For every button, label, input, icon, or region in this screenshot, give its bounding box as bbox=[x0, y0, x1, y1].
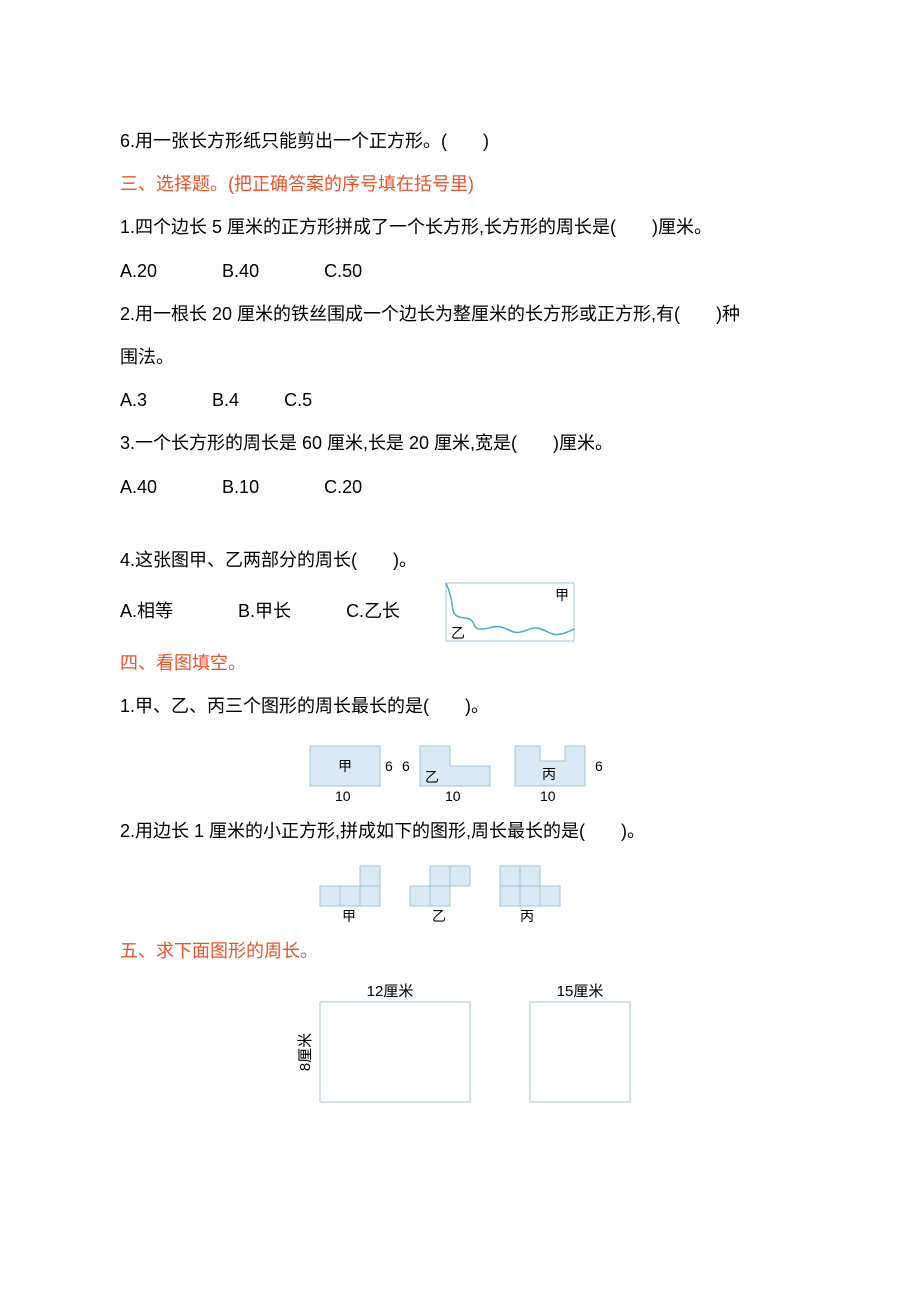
question-3-1: 1.四个边长 5 厘米的正方形拼成了一个长方形,长方形的周长是( )厘米。 bbox=[120, 206, 800, 249]
fig42-yi: 乙 bbox=[432, 909, 446, 925]
label-12cm: 12厘米 bbox=[367, 983, 414, 1000]
option-3-2-b: B.4 bbox=[212, 379, 239, 422]
options-3-4: A.相等 B.甲长 C.乙长 bbox=[120, 590, 410, 633]
fig41-bing: 丙 bbox=[542, 768, 556, 783]
question-3-2-line1: 2.用一根长 20 厘米的铁丝围成一个边长为整厘米的长方形或正方形,有( )种 bbox=[120, 293, 800, 336]
option-3-2-a: A.3 bbox=[120, 379, 147, 422]
question-3-4: 4.这张图甲、乙两部分的周长( )。 bbox=[120, 539, 800, 582]
fig41-10b: 10 bbox=[445, 788, 461, 804]
fig42-bing: 丙 bbox=[520, 910, 534, 925]
label-8cm: 8厘米 bbox=[297, 1032, 314, 1070]
question-4-2: 2.用边长 1 厘米的小正方形,拼成如下的图形,周长最长的是( )。 bbox=[120, 810, 800, 853]
label-15cm: 15厘米 bbox=[557, 983, 604, 1000]
label-yi: 乙 bbox=[451, 626, 465, 642]
option-3-4-b: B.甲长 bbox=[238, 590, 291, 633]
options-3-2: A.3 B.4 C.5 bbox=[120, 379, 800, 422]
option-3-1-a: A.20 bbox=[120, 250, 157, 293]
fig41-10c: 10 bbox=[540, 788, 556, 804]
option-3-3-c: C.20 bbox=[324, 466, 362, 509]
option-3-3-a: A.40 bbox=[120, 466, 157, 509]
options-3-3: A.40 B.10 C.20 bbox=[120, 466, 800, 509]
question-2-6: 6.用一张长方形纸只能剪出一个正方形。( ) bbox=[120, 120, 800, 163]
question-3-3: 3.一个长方形的周长是 60 厘米,长是 20 厘米,宽是( )厘米。 bbox=[120, 422, 800, 465]
figure-4-1: 甲 6 10 6 乙 10 丙 6 10 bbox=[120, 736, 800, 806]
question-4-1: 1.甲、乙、丙三个图形的周长最长的是( )。 bbox=[120, 685, 800, 728]
fig41-yi: 乙 bbox=[425, 770, 439, 786]
fig41-6c: 6 bbox=[595, 758, 603, 774]
section-3-title: 三、选择题。(把正确答案的序号填在括号里) bbox=[120, 163, 800, 206]
option-3-2-c: C.5 bbox=[284, 379, 312, 422]
fig41-6b: 6 bbox=[402, 758, 410, 774]
label-jia: 甲 bbox=[555, 589, 569, 604]
option-3-3-b: B.10 bbox=[222, 466, 259, 509]
option-3-1-b: B.40 bbox=[222, 250, 259, 293]
figure-4-2: 甲 乙 丙 bbox=[120, 861, 800, 926]
fig41-6a: 6 bbox=[385, 758, 393, 774]
section-4-title: 四、看图填空。 bbox=[120, 642, 800, 685]
option-3-4-a: A.相等 bbox=[120, 590, 173, 633]
fig41-jia: 甲 bbox=[338, 760, 352, 775]
figure-3-4: 甲 乙 bbox=[445, 582, 575, 642]
question-3-2-line2: 围法。 bbox=[120, 336, 800, 379]
figure-5: 12厘米 8厘米 15厘米 bbox=[120, 982, 800, 1112]
options-3-1: A.20 B.40 C.50 bbox=[120, 250, 800, 293]
option-3-1-c: C.50 bbox=[324, 250, 362, 293]
fig42-jia: 甲 bbox=[342, 910, 356, 925]
fig41-10a: 10 bbox=[335, 788, 351, 804]
option-3-4-c: C.乙长 bbox=[346, 590, 400, 633]
section-5-title: 五、求下面图形的周长。 bbox=[120, 930, 800, 973]
